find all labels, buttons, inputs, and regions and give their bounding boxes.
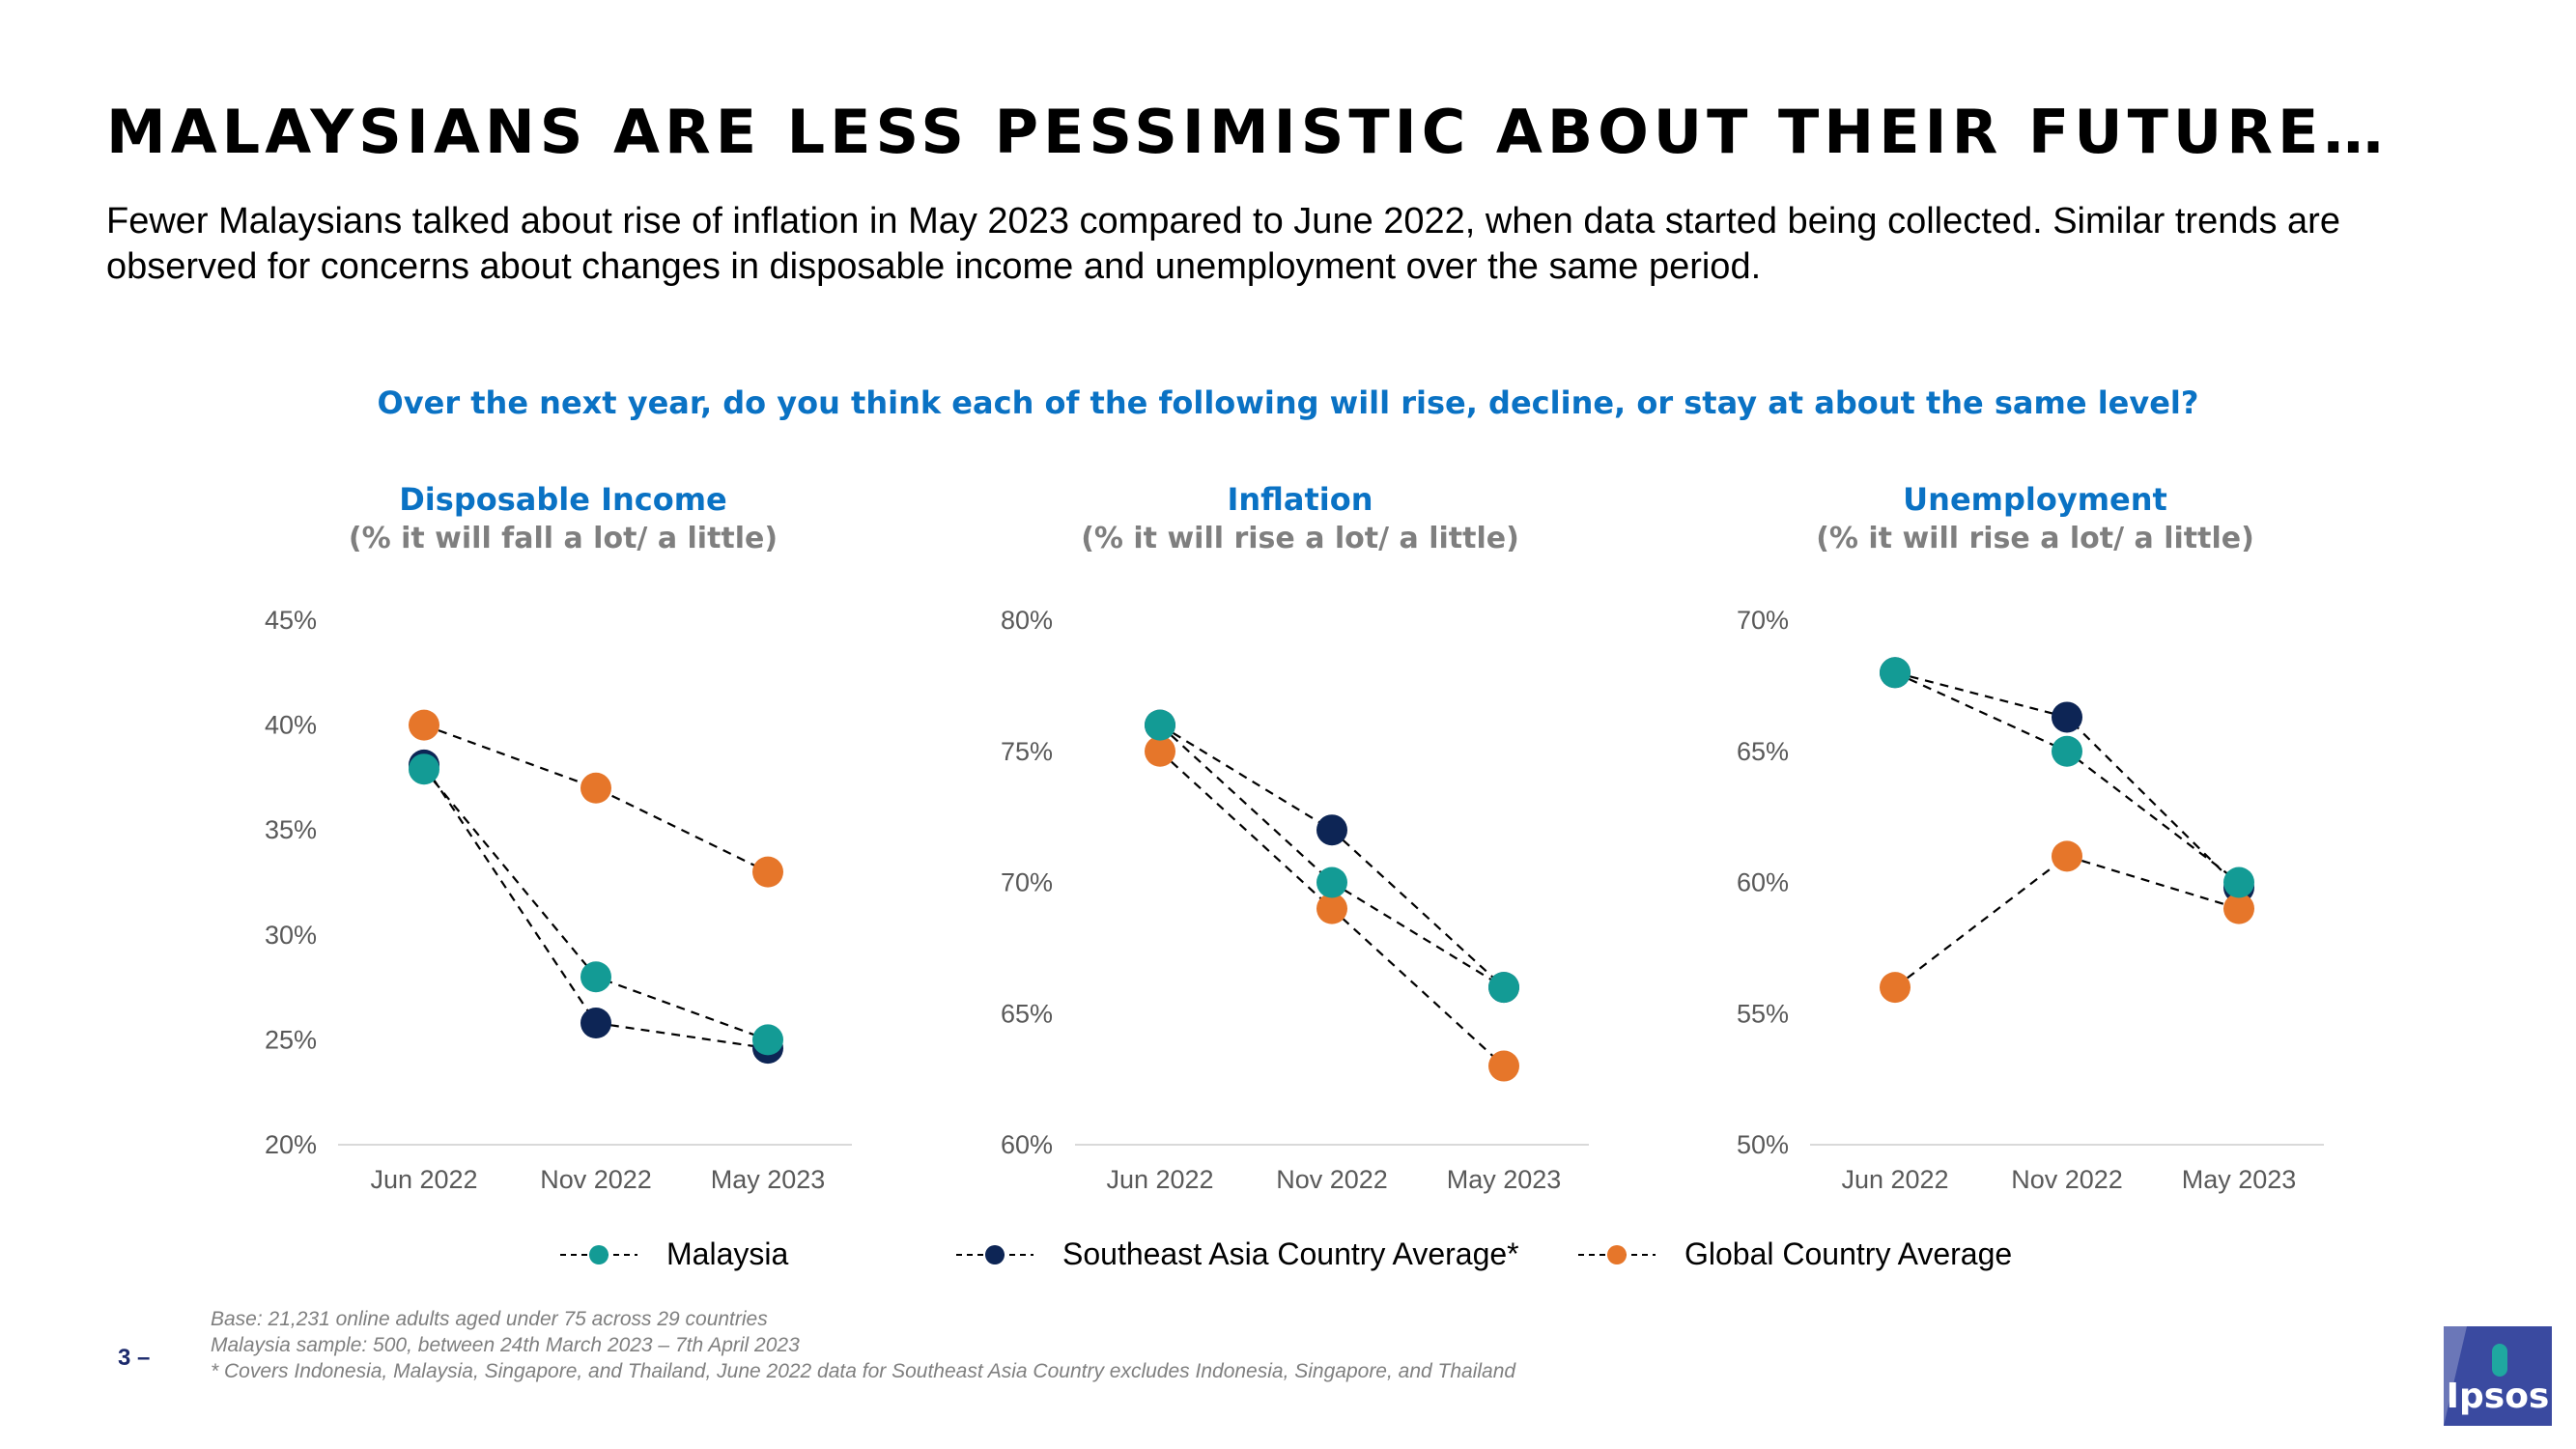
legend-label: Malaysia <box>666 1236 789 1271</box>
logo-mark-icon <box>2492 1344 2507 1377</box>
legend-marker-global <box>1578 1244 1656 1264</box>
y-tick-label: 80% <box>1001 606 1053 635</box>
x-tick-label: May 2023 <box>2182 1165 2297 1194</box>
data-point-malaysia <box>2052 735 2082 767</box>
data-point-malaysia <box>1488 972 1519 1004</box>
data-point-malaysia <box>1316 867 1347 898</box>
data-point-sea <box>1316 814 1347 846</box>
legend-item-malaysia: Malaysia <box>560 1236 788 1272</box>
y-tick-label: 70% <box>1001 868 1053 897</box>
y-tick-label: 65% <box>1001 999 1053 1028</box>
data-point-global <box>1880 972 1911 1004</box>
x-tick-label: Jun 2022 <box>1841 1165 1948 1194</box>
page-title: MALAYSIANS ARE LESS PESSIMISTIC ABOUT TH… <box>106 97 2389 167</box>
x-tick-label: May 2023 <box>711 1165 826 1194</box>
x-tick-label: Nov 2022 <box>2011 1165 2123 1194</box>
y-tick-label: 50% <box>1737 1130 1789 1159</box>
series-line-global <box>1894 855 2240 988</box>
data-point-malaysia <box>752 1024 783 1056</box>
chart-subtitle: (% it will rise a lot/ a little) <box>1816 522 2254 555</box>
series-line-sea <box>1159 724 1505 988</box>
data-point-sea <box>580 1008 611 1039</box>
data-point-global <box>1488 1050 1519 1082</box>
y-tick-label: 30% <box>265 921 317 950</box>
data-point-global <box>752 856 783 888</box>
footnote: Base: 21,231 online adults aged under 75… <box>211 1306 1515 1384</box>
y-tick-label: 60% <box>1001 1130 1053 1159</box>
data-point-global <box>409 709 439 741</box>
x-tick-label: May 2023 <box>1447 1165 1562 1194</box>
x-tick-label: Nov 2022 <box>1276 1165 1388 1194</box>
chart-subtitle: (% it will fall a lot/ a little) <box>348 522 778 555</box>
page-subtitle: Fewer Malaysians talked about rise of in… <box>106 201 2340 287</box>
y-tick-label: 65% <box>1737 737 1789 766</box>
footnote-sample: Malaysia sample: 500, between 24th March… <box>211 1334 800 1356</box>
chart-header-disposable-income: Disposable Income (% it will fall a lot/… <box>225 479 901 558</box>
data-point-global <box>2223 893 2254 924</box>
page-number: 3 – <box>118 1345 151 1371</box>
data-point-global <box>2052 840 2082 872</box>
y-tick-label: 35% <box>265 815 317 844</box>
legend-marker-malaysia <box>560 1244 637 1264</box>
logo-shape <box>2444 1326 2467 1426</box>
ipsos-logo: Ipsos <box>2444 1326 2552 1426</box>
data-point-global <box>1145 735 1175 767</box>
legend-label: Southeast Asia Country Average* <box>1062 1236 1519 1271</box>
data-point-sea <box>2052 701 2082 733</box>
data-point-malaysia <box>1880 657 1911 689</box>
x-tick-label: Nov 2022 <box>540 1165 652 1194</box>
data-point-global <box>580 772 611 804</box>
chart-title: Disposable Income <box>399 481 727 518</box>
chart-subtitle: (% it will rise a lot/ a little) <box>1081 522 1519 555</box>
y-tick-label: 70% <box>1737 606 1789 635</box>
series-line-global <box>423 724 769 873</box>
legend-label: Global Country Average <box>1684 1236 2013 1271</box>
y-tick-label: 40% <box>265 711 317 740</box>
x-tick-label: Jun 2022 <box>370 1165 477 1194</box>
series-line-malaysia <box>423 768 769 1041</box>
series-line-malaysia <box>1159 724 1505 989</box>
y-tick-label: 55% <box>1737 999 1789 1028</box>
data-point-global <box>1316 893 1347 924</box>
chart-header-unemployment: Unemployment (% it will rise a lot/ a li… <box>1697 479 2373 558</box>
footnote-covers: * Covers Indonesia, Malaysia, Singapore,… <box>211 1360 1516 1382</box>
y-tick-label: 20% <box>265 1130 317 1159</box>
data-point-malaysia <box>2223 867 2254 898</box>
chart-title: Unemployment <box>1903 481 2167 518</box>
data-point-malaysia <box>1145 709 1175 741</box>
logo-text: Ipsos <box>2446 1377 2550 1416</box>
data-point-malaysia <box>409 753 439 785</box>
chart-title: Inflation <box>1227 481 1373 518</box>
series-line-sea <box>423 764 769 1050</box>
footnote-base: Base: 21,231 online adults aged under 75… <box>211 1308 768 1330</box>
x-tick-label: Jun 2022 <box>1106 1165 1213 1194</box>
data-point-malaysia <box>580 961 611 993</box>
legend-item-sea: Southeast Asia Country Average* <box>956 1236 1519 1272</box>
y-tick-label: 60% <box>1737 868 1789 897</box>
legend-item-global: Global Country Average <box>1578 1236 2012 1272</box>
chart-header-inflation: Inflation (% it will rise a lot/ a littl… <box>962 479 1638 558</box>
y-tick-label: 45% <box>265 606 317 635</box>
legend-marker-sea <box>956 1244 1033 1264</box>
y-tick-label: 75% <box>1001 737 1053 766</box>
y-tick-label: 25% <box>265 1025 317 1054</box>
survey-question: Over the next year, do you think each of… <box>377 384 2199 421</box>
